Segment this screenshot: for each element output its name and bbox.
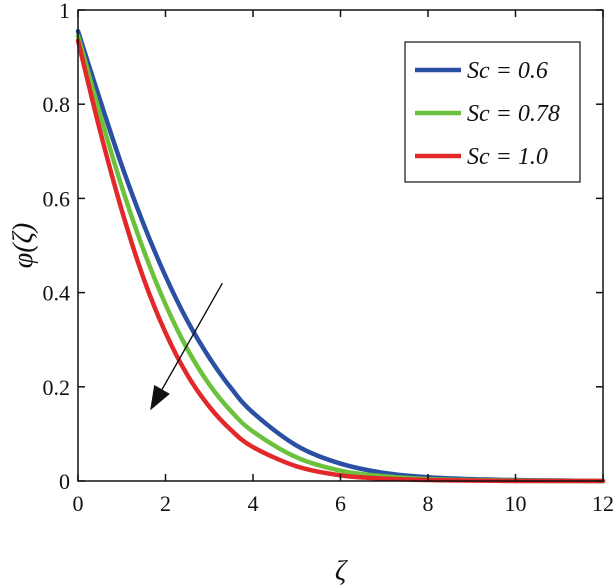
x-tick-label: 12 [592, 491, 614, 516]
legend-label-1: Sc = 0.6 [467, 58, 548, 84]
legend-label-3: Sc = 1.0 [467, 144, 548, 170]
x-axis-title: ζ [335, 556, 348, 587]
x-tick-label: 4 [248, 491, 259, 516]
x-tick-label: 0 [73, 491, 84, 516]
y-tick-label: 1 [59, 0, 70, 23]
trend-arrow [150, 282, 223, 411]
x-tick-label: 10 [505, 491, 527, 516]
y-tick-label: 0.8 [43, 92, 71, 117]
arrow-shaft [161, 282, 223, 390]
x-tick-label: 2 [160, 491, 171, 516]
legend-label-2: Sc = 0.78 [467, 101, 560, 127]
legend: Sc = 0.6 Sc = 0.78 Sc = 1.0 [404, 41, 581, 183]
y-tick-label: 0.2 [43, 375, 71, 400]
y-tick-label: 0 [59, 469, 70, 494]
arrow-head [150, 385, 170, 411]
y-tick-label: 0.6 [43, 186, 71, 211]
y-axis-title: φ(ζ) [8, 223, 39, 268]
y-tick-label: 0.4 [43, 281, 71, 306]
ticks-layer [77, 9, 604, 482]
x-tick-label: 8 [423, 491, 434, 516]
x-tick-label: 6 [335, 491, 346, 516]
tick-labels-layer: 0 2 4 6 8 10 12 0 0.2 0.4 0.6 0.8 1 [43, 0, 615, 516]
